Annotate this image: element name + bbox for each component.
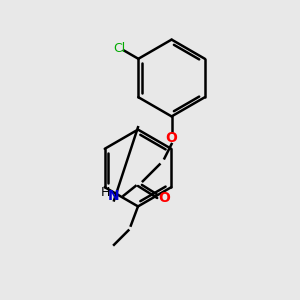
Text: Cl: Cl <box>113 41 126 55</box>
Text: N: N <box>108 189 120 202</box>
Text: O: O <box>158 191 170 205</box>
Text: H: H <box>101 185 110 199</box>
Text: O: O <box>166 131 178 145</box>
